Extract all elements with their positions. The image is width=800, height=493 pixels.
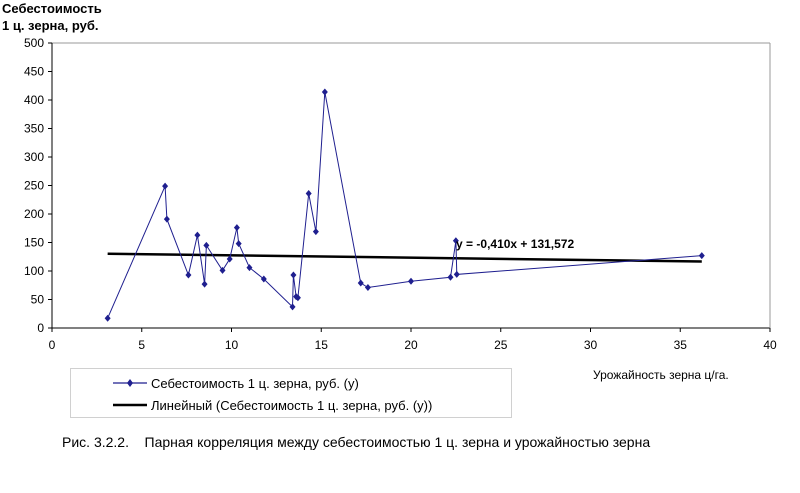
trendline-equation: y = -0,410x + 131,572 <box>456 237 574 251</box>
y-axis-title: Себестоимость 1 ц. зерна, руб. <box>2 0 102 34</box>
y-tick-label: 400 <box>24 93 44 107</box>
series-line <box>107 91 702 319</box>
data-point-marker <box>185 271 192 279</box>
data-point-marker <box>408 277 414 285</box>
data-point-marker <box>294 294 301 302</box>
data-point-marker <box>364 284 371 292</box>
y-tick-label: 450 <box>24 65 44 79</box>
trendline <box>107 252 702 263</box>
x-tick-label: 5 <box>138 338 145 352</box>
data-point-marker <box>290 271 297 279</box>
data-point-marker <box>698 252 705 260</box>
legend-entry-trendline: Линейный (Себестоимость 1 ц. зерна, руб.… <box>71 395 511 415</box>
data-point-marker <box>321 88 328 96</box>
data-point-marker <box>203 241 210 249</box>
data-point-marker <box>453 270 460 278</box>
data-point-marker <box>194 231 201 239</box>
data-point-marker <box>163 215 170 223</box>
y-tick-label: 250 <box>24 179 44 193</box>
data-point-marker <box>305 189 312 197</box>
data-point-marker <box>246 264 253 272</box>
y-tick-label: 300 <box>24 150 44 164</box>
y-tick-label: 50 <box>31 293 45 307</box>
data-point-marker <box>260 275 267 283</box>
x-tick-label: 20 <box>404 338 418 352</box>
x-axis-title: Урожайность зерна ц/га. <box>593 368 729 382</box>
data-point-marker <box>289 303 296 311</box>
legend: Себестоимость 1 ц. зерна, руб. (y) Линей… <box>70 368 512 418</box>
y-axis-title-line-2: 1 ц. зерна, руб. <box>2 18 99 33</box>
x-tick-label: 25 <box>494 338 508 352</box>
data-point-marker <box>162 182 169 190</box>
y-tick-label: 350 <box>24 122 44 136</box>
data-point-marker <box>104 314 111 322</box>
y-tick-label: 0 <box>37 321 44 335</box>
y-tick-label: 200 <box>24 207 44 221</box>
legend-series-label: Себестоимость 1 ц. зерна, руб. (y) <box>151 375 359 391</box>
data-point-marker <box>447 273 454 281</box>
data-point-marker <box>226 255 233 263</box>
x-tick-label: 35 <box>674 338 688 352</box>
legend-trendline-swatch <box>113 403 147 407</box>
x-tick-label: 0 <box>49 338 56 352</box>
y-tick-label: 150 <box>24 236 44 250</box>
legend-entry-series: Себестоимость 1 ц. зерна, руб. (y) <box>71 373 511 393</box>
legend-trendline-label: Линейный (Себестоимость 1 ц. зерна, руб.… <box>151 397 433 413</box>
data-point-marker <box>452 237 459 245</box>
x-tick-label: 40 <box>763 338 777 352</box>
x-tick-label: 10 <box>225 338 239 352</box>
figure-caption: Рис. 3.2.2. Парная корреляция между себе… <box>62 434 651 450</box>
y-axis-title-line-1: Себестоимость <box>2 1 102 16</box>
x-tick-label: 15 <box>315 338 329 352</box>
data-point-marker <box>201 280 208 288</box>
data-point-marker <box>235 240 242 248</box>
y-tick-label: 100 <box>24 264 44 278</box>
data-point-marker <box>357 279 364 287</box>
y-tick-label: 500 <box>24 36 44 50</box>
data-point-marker <box>312 228 319 236</box>
data-point-marker <box>233 224 240 232</box>
data-point-marker <box>219 266 226 274</box>
x-tick-label: 30 <box>584 338 598 352</box>
legend-series-swatch <box>113 379 147 387</box>
